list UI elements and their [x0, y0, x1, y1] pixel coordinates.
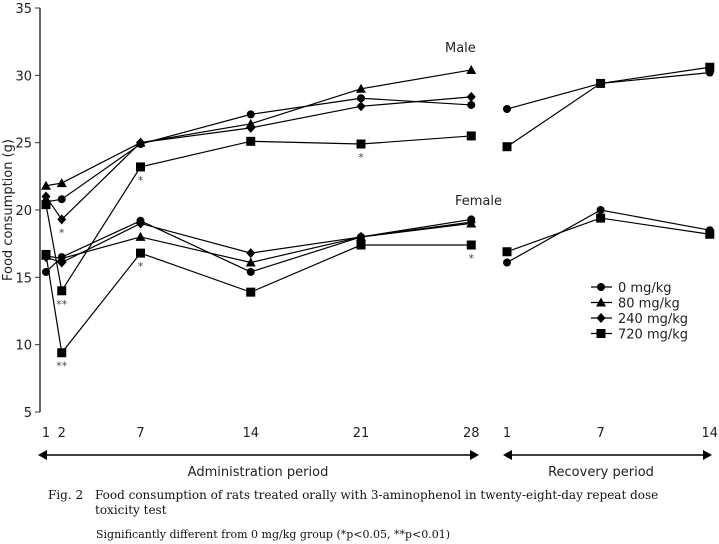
- recovery-period-arrow-left-icon: [503, 450, 512, 460]
- female-240-mg-kg-point: [466, 217, 476, 228]
- female-240-mg-kg-line: [45, 221, 472, 264]
- significance-mark: *: [358, 151, 364, 164]
- significance-note: Significantly different from 0 mg/kg gro…: [96, 528, 451, 541]
- x-tick-label: 28: [463, 426, 480, 441]
- female-240-mg-kg-point: [356, 231, 366, 242]
- female-80-mg-kg-point: [245, 257, 256, 267]
- female-720-mg-kg-recovery-point: [502, 247, 512, 257]
- x-tick-label: 14: [242, 426, 259, 441]
- male-80-mg-kg-point: [466, 64, 477, 74]
- x-tick-label: 2: [58, 426, 66, 441]
- legend-marker-icon: [596, 297, 606, 307]
- female-720-mg-kg-line: [45, 244, 472, 355]
- x-tick-label: 7: [596, 426, 604, 441]
- male-0-mg-kg-point: [57, 195, 66, 204]
- y-tick-label: 15: [15, 271, 32, 286]
- figure-title: Food consumption of rats treated orally …: [95, 488, 659, 517]
- female-720-mg-kg-point: [41, 249, 51, 259]
- significance-mark: *: [59, 226, 65, 239]
- male-720-mg-kg-point: [57, 286, 67, 296]
- legend-label: 0 mg/kg: [618, 281, 671, 296]
- x-tick-label: 1: [503, 426, 511, 441]
- male-720-mg-kg-point: [466, 131, 476, 141]
- male-240-mg-kg-point: [136, 137, 145, 148]
- x-tick-label: 14: [702, 426, 719, 441]
- female-240-mg-kg-point: [246, 248, 256, 259]
- male-0-mg-kg-point: [467, 100, 476, 109]
- male-720-mg-kg-recovery-point: [502, 142, 512, 152]
- y-tick-label: 30: [15, 69, 32, 84]
- group-label-female: Female: [455, 194, 502, 209]
- x-tick-label: 1: [42, 426, 50, 441]
- administration-period-arrow-right-icon: [470, 450, 479, 460]
- y-tick-label: 10: [15, 339, 32, 354]
- group-label-male: Male: [445, 41, 476, 56]
- legend-label: 240 mg/kg: [618, 312, 688, 327]
- figure-number: Fig. 2: [48, 488, 84, 502]
- x-tick-label: 7: [136, 426, 144, 441]
- female-80-mg-kg-point: [135, 231, 146, 241]
- significance-mark: **: [56, 298, 68, 311]
- male-240-mg-kg-line: [45, 96, 472, 221]
- male-0-mg-kg-point: [246, 110, 255, 119]
- y-tick-label: 35: [15, 2, 32, 17]
- figure-caption: Fig. 2 Food consumption of rats treated o…: [48, 488, 698, 518]
- male-240-mg-kg-point: [466, 91, 476, 102]
- male-0-mg-kg-recovery-point: [503, 105, 511, 113]
- administration-period-label: Administration period: [188, 465, 329, 480]
- y-tick-label: 5: [24, 406, 32, 421]
- male-80-mg-kg-point: [41, 180, 51, 190]
- y-axis-label: Food consumption (g): [1, 139, 16, 281]
- male-80-mg-kg-line: [45, 69, 472, 187]
- male-720-mg-kg-point: [246, 136, 256, 146]
- administration-period-arrow-left-icon: [38, 450, 47, 460]
- female-0-mg-kg-recovery-line: [506, 209, 710, 264]
- male-720-mg-kg-recovery-point: [705, 62, 715, 72]
- significance-mark: *: [469, 252, 475, 265]
- male-720-mg-kg-point: [356, 139, 366, 149]
- significance-mark: *: [138, 174, 144, 187]
- female-720-mg-kg-point: [466, 240, 476, 250]
- female-720-mg-kg-point: [136, 248, 145, 258]
- recovery-period-arrow-right-icon: [703, 450, 712, 460]
- female-0-mg-kg-point: [246, 267, 255, 276]
- y-tick-label: 20: [15, 204, 32, 219]
- male-240-mg-kg-point: [57, 214, 67, 225]
- legend-label: 80 mg/kg: [618, 297, 680, 312]
- male-80-mg-kg-point: [356, 83, 366, 93]
- y-tick-label: 25: [15, 137, 32, 152]
- male-0-mg-kg-line: [45, 97, 472, 203]
- female-240-mg-kg-point: [136, 218, 145, 229]
- legend-marker-icon: [596, 313, 606, 323]
- female-720-mg-kg-recovery-point: [596, 213, 606, 223]
- male-720-mg-kg-point: [41, 200, 51, 210]
- male-720-mg-kg-point: [136, 162, 145, 172]
- female-720-mg-kg-recovery-point: [705, 229, 715, 239]
- male-0-mg-kg-recovery-line: [506, 72, 710, 110]
- male-240-mg-kg-point: [246, 122, 256, 133]
- male-0-mg-kg-point: [357, 94, 365, 103]
- female-720-mg-kg-point: [356, 240, 366, 250]
- female-720-mg-kg-point: [246, 287, 256, 297]
- x-tick-label: 21: [353, 426, 370, 441]
- significance-mark: **: [56, 360, 68, 373]
- male-720-mg-kg-recovery-line: [506, 66, 710, 148]
- female-0-mg-kg-recovery-point: [503, 258, 511, 267]
- male-240-mg-kg-point: [356, 101, 366, 112]
- legend-marker-icon: [597, 283, 605, 291]
- legend-marker-icon: [596, 329, 606, 338]
- female-720-mg-kg-recovery-line: [506, 217, 710, 253]
- female-720-mg-kg-point: [57, 348, 67, 358]
- recovery-period-label: Recovery period: [548, 465, 654, 480]
- significance-mark: *: [138, 260, 144, 273]
- male-240-mg-kg-point: [41, 191, 51, 202]
- female-240-mg-kg-point: [57, 257, 67, 268]
- female-0-mg-kg-recovery-point: [596, 206, 605, 214]
- male-80-mg-kg-point: [56, 178, 67, 188]
- legend-label: 720 mg/kg: [618, 328, 688, 343]
- male-720-mg-kg-line: [45, 135, 472, 293]
- male-720-mg-kg-recovery-point: [596, 78, 606, 88]
